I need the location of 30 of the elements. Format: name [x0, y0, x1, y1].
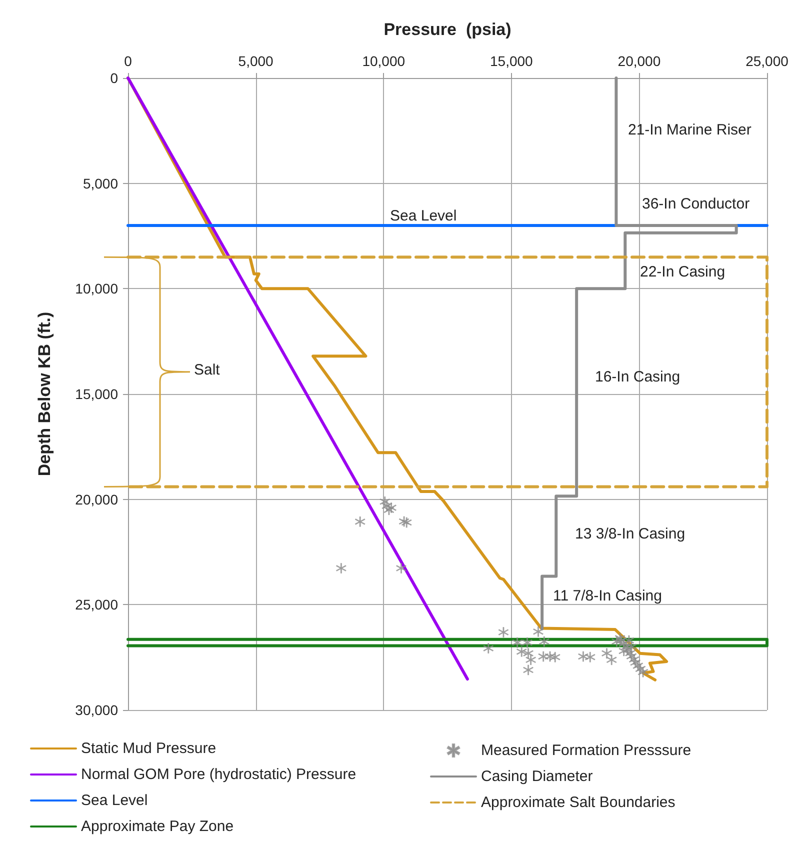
y-tick-label: 15,000: [75, 386, 118, 402]
legend-label: Normal GOM Pore (hydrostatic) Pressure: [81, 766, 356, 783]
y-tick-label: 30,000: [75, 702, 118, 718]
y-axis-title: Depth Below KB (ft.): [35, 312, 54, 476]
annotation: Sea Level: [390, 208, 457, 224]
annotation: Salt: [194, 362, 221, 378]
annotation: 22-In Casing: [640, 264, 726, 280]
x-tick-label: 5,000: [238, 53, 274, 69]
x-tick-label: 10,000: [362, 53, 406, 69]
y-tick-label: 5,000: [82, 175, 118, 192]
legend-label: Approximate Pay Zone: [81, 818, 234, 835]
legend-label: Measured Formation Presssure: [481, 742, 692, 759]
x-tick-label: 25,000: [746, 53, 789, 69]
annotation: 11 7/8-In Casing: [553, 588, 662, 604]
annotation: 16-In Casing: [595, 368, 680, 386]
annotation: 13 3/8-In Casing: [575, 526, 686, 542]
y-tick-label: 0: [110, 70, 118, 86]
x-tick-label: 15,000: [490, 53, 534, 69]
annotation: 21-In Marine Riser: [628, 122, 752, 138]
legend-label: Sea Level: [81, 792, 148, 809]
x-tick-label: 0: [124, 53, 132, 69]
y-tick-label: 10,000: [75, 280, 118, 297]
x-tick-label: 20,000: [618, 53, 661, 69]
annotation: 36-In Conductor: [642, 196, 750, 212]
legend-label: Static Mud Pressure: [81, 740, 216, 757]
legend-label: Approximate Salt Boundaries: [481, 794, 676, 811]
legend-label: Casing Diameter: [481, 768, 593, 785]
y-tick-label: 20,000: [75, 491, 118, 508]
x-axis-title: Pressure (psia): [384, 20, 512, 39]
y-tick-label: 25,000: [75, 596, 118, 613]
